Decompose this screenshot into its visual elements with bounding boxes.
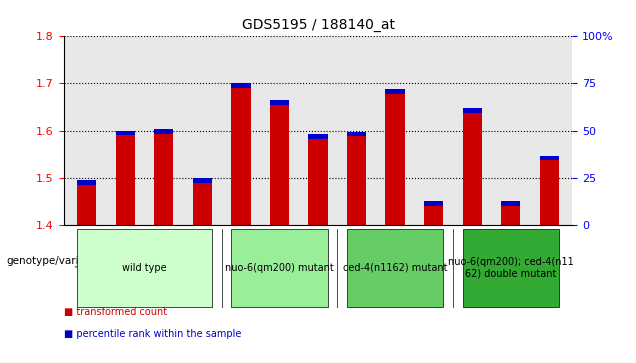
Bar — [501, 201, 520, 225]
Bar — [116, 131, 135, 135]
Bar — [232, 83, 251, 88]
Bar — [308, 134, 328, 139]
Bar — [154, 129, 174, 225]
Bar — [501, 201, 520, 206]
Text: genotype/variation: genotype/variation — [6, 256, 106, 266]
Text: nuo-6(qm200) mutant: nuo-6(qm200) mutant — [225, 263, 334, 273]
Bar — [154, 129, 174, 134]
Bar — [385, 89, 404, 94]
Text: ■ percentile rank within the sample: ■ percentile rank within the sample — [64, 329, 241, 339]
Bar — [539, 156, 559, 225]
Bar — [539, 156, 559, 160]
Bar — [347, 132, 366, 136]
Bar — [424, 201, 443, 225]
Bar — [270, 100, 289, 105]
Bar — [77, 180, 97, 185]
Bar — [77, 180, 97, 225]
Bar — [424, 201, 443, 206]
Bar — [116, 131, 135, 225]
Text: ■ transformed count: ■ transformed count — [64, 307, 167, 317]
Text: wild type: wild type — [122, 263, 167, 273]
Bar — [347, 132, 366, 225]
Bar — [308, 134, 328, 225]
Bar — [232, 83, 251, 225]
Bar — [193, 178, 212, 225]
Text: GDS5195 / 188140_at: GDS5195 / 188140_at — [242, 18, 394, 32]
Bar — [462, 108, 482, 225]
Bar — [193, 178, 212, 183]
Bar — [270, 100, 289, 225]
Text: nuo-6(qm200); ced-4(n11
62) double mutant: nuo-6(qm200); ced-4(n11 62) double mutan… — [448, 257, 574, 278]
Bar — [462, 108, 482, 113]
Bar — [385, 89, 404, 225]
Text: ced-4(n1162) mutant: ced-4(n1162) mutant — [343, 263, 447, 273]
